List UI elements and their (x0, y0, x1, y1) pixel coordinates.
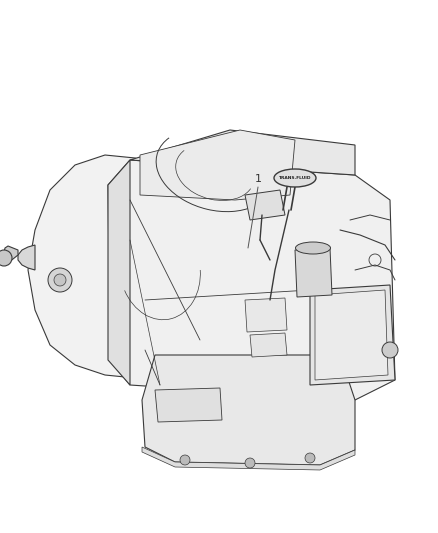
Polygon shape (245, 190, 285, 220)
Circle shape (48, 268, 72, 292)
Polygon shape (155, 388, 222, 422)
Polygon shape (140, 130, 295, 200)
Circle shape (245, 458, 255, 468)
Polygon shape (310, 285, 395, 385)
Text: TRANS.FLUID: TRANS.FLUID (279, 176, 311, 180)
Polygon shape (108, 160, 395, 400)
Circle shape (0, 250, 12, 266)
Text: 1: 1 (254, 174, 261, 184)
Polygon shape (245, 298, 287, 332)
Ellipse shape (296, 242, 331, 254)
Circle shape (382, 342, 398, 358)
Circle shape (54, 274, 66, 286)
Polygon shape (3, 246, 18, 265)
Polygon shape (130, 130, 355, 175)
Ellipse shape (274, 169, 316, 187)
Polygon shape (295, 248, 332, 297)
Polygon shape (315, 290, 388, 380)
Polygon shape (142, 355, 355, 465)
Polygon shape (28, 155, 230, 378)
Polygon shape (108, 160, 130, 385)
Polygon shape (250, 333, 287, 357)
Circle shape (305, 453, 315, 463)
Polygon shape (142, 447, 355, 470)
Circle shape (180, 455, 190, 465)
Polygon shape (18, 245, 35, 270)
